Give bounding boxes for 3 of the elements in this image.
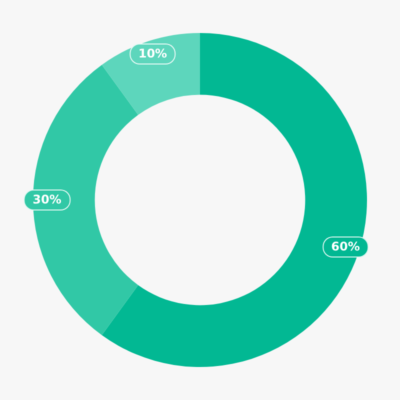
- data-label: 10%: [129, 44, 176, 65]
- data-label: 30%: [24, 190, 70, 210]
- data-label: 60%: [322, 236, 369, 258]
